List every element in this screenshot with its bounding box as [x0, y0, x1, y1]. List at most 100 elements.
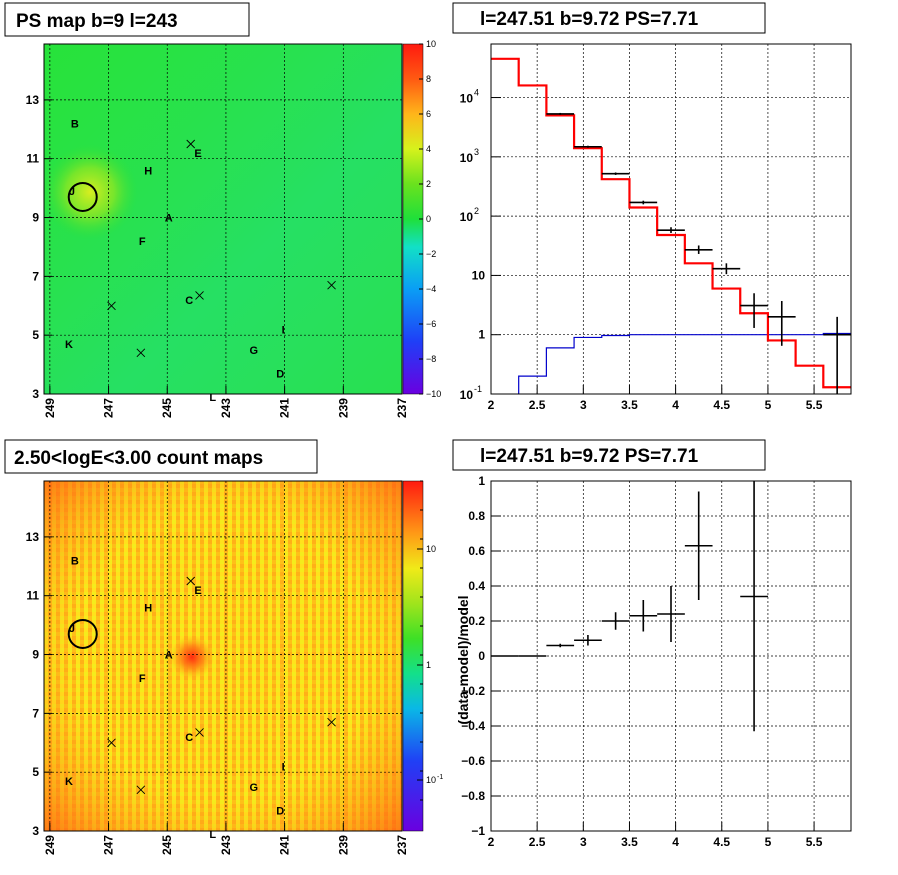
cross-marker [136, 348, 146, 358]
residual-x-tick-label: 2 [488, 835, 495, 849]
source-marker-label: E [194, 585, 201, 597]
spectrum-y-tick-label: 10 [460, 92, 474, 106]
source-marker-label: K [65, 776, 73, 788]
residual-y-tick-label: −0.6 [461, 754, 485, 768]
cross-marker [107, 738, 116, 748]
source-circle [67, 181, 98, 212]
y-tick-label: 11 [26, 152, 39, 166]
spectrum-y-tick-exponent: 4 [474, 88, 479, 98]
spectrum-y-tick-label: 10 [460, 388, 474, 402]
x-tick-label: 237 [395, 398, 409, 418]
source-marker-label: G [250, 782, 259, 794]
cross-marker [327, 280, 336, 290]
source-marker-label: F [139, 673, 146, 685]
spectrum-y-tick-label: 1 [478, 328, 485, 342]
residual-y-tick-label: −0.8 [461, 789, 485, 803]
x-tick-label: 245 [160, 835, 174, 855]
y-tick-label: 9 [32, 211, 39, 225]
residual-y-tick-label: −0.4 [461, 719, 485, 733]
count-map-edge [44, 481, 402, 831]
x-tick-label: 241 [278, 835, 292, 855]
source-marker-label: H [144, 602, 152, 614]
source-marker-label: J [69, 623, 75, 635]
x-tick-label: 243 [219, 835, 233, 855]
source-marker-label: I [282, 324, 285, 336]
spectrum-x-tick-label: 3.5 [621, 398, 638, 412]
source-marker-label: J [69, 186, 75, 198]
source-marker-label: F [139, 236, 146, 248]
source-marker-label: L [209, 392, 216, 404]
y-tick-label: 9 [32, 648, 39, 662]
count-map-hotspot [170, 635, 214, 679]
y-tick-label: 11 [26, 589, 39, 603]
source-marker-label: A [165, 213, 173, 225]
x-tick-label: 239 [336, 835, 350, 855]
residual-y-tick-label: 0.2 [468, 614, 485, 628]
cross-marker [186, 139, 196, 149]
colorbar-tick-label: 6 [426, 109, 431, 119]
y-tick-label: 13 [26, 93, 40, 107]
spectrum-source-model [518, 332, 851, 394]
spectrum-total-model [491, 57, 851, 389]
colorbar-tick-label: 10 [426, 775, 436, 785]
source-marker-label: C [185, 732, 193, 744]
residual-y-tick-label: −0.2 [461, 684, 485, 698]
colorbar-tick-label: 10 [426, 544, 436, 554]
y-tick-label: 5 [32, 765, 39, 779]
count-map-title: 2.50<logE<3.00 count maps [14, 448, 263, 469]
colorbar-tick-label: 1 [426, 660, 431, 670]
residual-panel: 2 2.5 3 3.5 4 4.5 5 5.5 1 0.8 0.6 0.4 0.2 0 −0.2 −0.4 −0… [452, 439, 852, 849]
colorbar-tick-label: 2 [426, 179, 431, 189]
y-tick-label: 7 [32, 269, 39, 283]
cross-marker [107, 301, 116, 311]
residual-y-tick-label: 0 [478, 649, 485, 663]
residual-x-tick-label: 2.5 [529, 835, 546, 849]
source-marker-label: A [165, 650, 173, 662]
spectrum-y-tick-exponent: -1 [474, 384, 482, 394]
x-tick-label: 247 [102, 835, 116, 855]
colorbar-tick-label: −6 [426, 319, 436, 329]
colorbar-tick-label: −10 [426, 389, 441, 399]
colorbar-tick-exponent: -1 [437, 774, 443, 781]
colorbar-tick-label: 8 [426, 74, 431, 84]
y-tick-label: 13 [26, 530, 40, 544]
source-marker-label: C [185, 295, 193, 307]
y-tick-label: 3 [32, 387, 39, 401]
spectrum-y-tick-label: 10 [460, 151, 474, 165]
colorbar-tick-label: 0 [426, 214, 431, 224]
residual-y-tick-label: 1 [478, 474, 485, 488]
ps-map-title: PS map b=9 l=243 [16, 11, 178, 32]
ps-map-panel: A B C D E F G H I J K L 10 8 6 4 2 0 −2 −4 −6 −8 −10 249 247 24… [4, 2, 441, 418]
residual-y-tick-label: 0.8 [468, 509, 485, 523]
spectrum-x-tick-label: 4.5 [713, 398, 730, 412]
source-marker-label: I [282, 761, 285, 773]
spectrum-y-tick-label: 10 [460, 210, 474, 224]
source-marker-label: D [276, 805, 284, 817]
source-marker-label: B [71, 118, 79, 130]
x-tick-label: 245 [160, 398, 174, 418]
x-tick-label: 249 [43, 835, 57, 855]
x-tick-label: 237 [395, 835, 409, 855]
cross-marker [195, 728, 204, 737]
spectrum-y-tick-label: 10 [472, 268, 486, 282]
spectrum-x-tick-label: 5.5 [806, 398, 823, 412]
cross-marker [195, 291, 204, 300]
source-marker-label: K [65, 339, 73, 351]
cross-marker [327, 717, 336, 727]
residual-x-tick-label: 4 [672, 835, 679, 849]
residual-x-tick-label: 5 [765, 835, 772, 849]
source-circle [67, 618, 98, 649]
residual-ylabel: (data-model)/model [455, 595, 471, 724]
residual-y-tick-label: 0.6 [468, 544, 485, 558]
spectrum-y-tick-exponent: 2 [474, 206, 479, 216]
x-tick-label: 241 [278, 398, 292, 418]
residual-x-tick-label: 3.5 [621, 835, 638, 849]
x-tick-label: 243 [219, 398, 233, 418]
source-marker-label: H [144, 165, 152, 177]
y-tick-label: 5 [32, 328, 39, 342]
residual-title: l=247.51 b=9.72 PS=7.71 [480, 446, 699, 467]
ps-map-hotspot [42, 144, 138, 240]
spectrum-x-tick-label: 3 [580, 398, 587, 412]
spectrum-x-tick-label: 4 [672, 398, 679, 412]
